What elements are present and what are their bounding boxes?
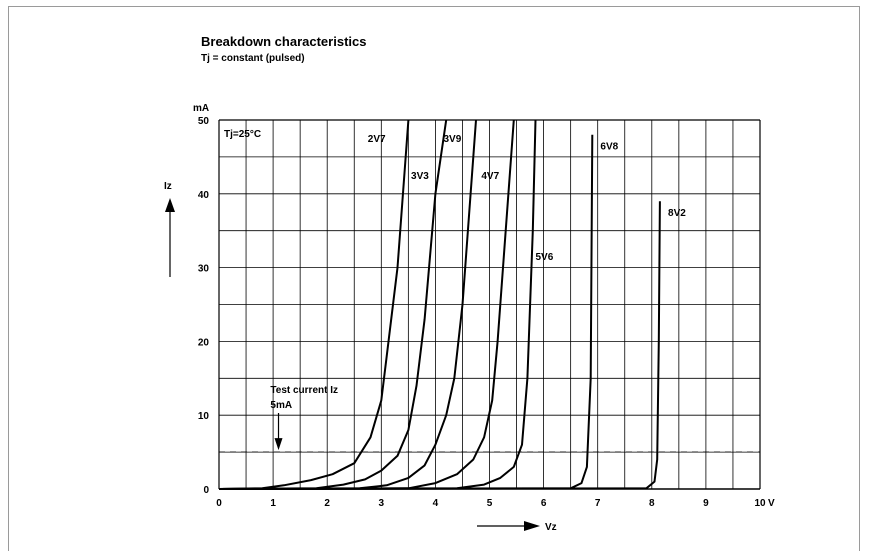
series-label-3v3: 3V3 <box>411 171 429 182</box>
curve-8v2 <box>218 201 661 490</box>
x-tick-label: 5 <box>487 498 493 509</box>
y-tick-label: 40 <box>198 190 210 201</box>
series-label-8v2: 8V2 <box>668 208 686 219</box>
x-tick-label: 10 <box>754 498 766 509</box>
test-current-value-label: 5mA <box>270 400 292 411</box>
x-tick-label: 9 <box>703 498 709 509</box>
x-tick-label: 8 <box>649 498 655 509</box>
x-tick-label: 3 <box>379 498 385 509</box>
x-tick-label: 6 <box>541 498 547 509</box>
y-tick-label: 10 <box>198 411 210 422</box>
y-tick-label: 20 <box>198 337 210 348</box>
y-axis-arrow-head <box>165 198 175 212</box>
series-label-4v7: 4V7 <box>481 171 499 182</box>
series-label-6v8: 6V8 <box>600 142 618 153</box>
series-label-3v9: 3V9 <box>444 134 462 145</box>
x-tick-label: 0 <box>216 498 222 509</box>
test-current-label: Test current Iz <box>270 385 338 396</box>
y-tick-label: 50 <box>198 116 210 127</box>
curve-4v7 <box>218 119 515 490</box>
y-unit-label: mA <box>193 103 209 114</box>
figure-frame <box>8 6 860 551</box>
x-tick-label: 2 <box>324 498 330 509</box>
x-unit-label: V <box>768 498 775 509</box>
series-label-5v6: 5V6 <box>535 252 553 263</box>
test-current-arrow-head <box>274 438 283 451</box>
curve-2v7 <box>218 119 410 490</box>
series-label-2v7: 2V7 <box>368 134 386 145</box>
curve-3v9 <box>218 119 477 490</box>
x-tick-label: 4 <box>433 498 439 509</box>
x-axis-label: Vz <box>545 522 557 533</box>
x-axis-arrow-head <box>524 521 540 531</box>
x-tick-label: 1 <box>270 498 276 509</box>
chart-subtitle: Tj = constant (pulsed) <box>201 53 305 64</box>
x-tick-label: 7 <box>595 498 601 509</box>
chart-title: Breakdown characteristics <box>201 34 367 49</box>
y-tick-label: 0 <box>203 485 209 496</box>
temperature-annotation: Tj=25°C <box>224 129 261 140</box>
curve-5v6 <box>218 119 537 490</box>
y-axis-label: Iz <box>164 181 172 192</box>
y-tick-label: 30 <box>198 264 210 275</box>
curve-3v3 <box>218 119 448 490</box>
